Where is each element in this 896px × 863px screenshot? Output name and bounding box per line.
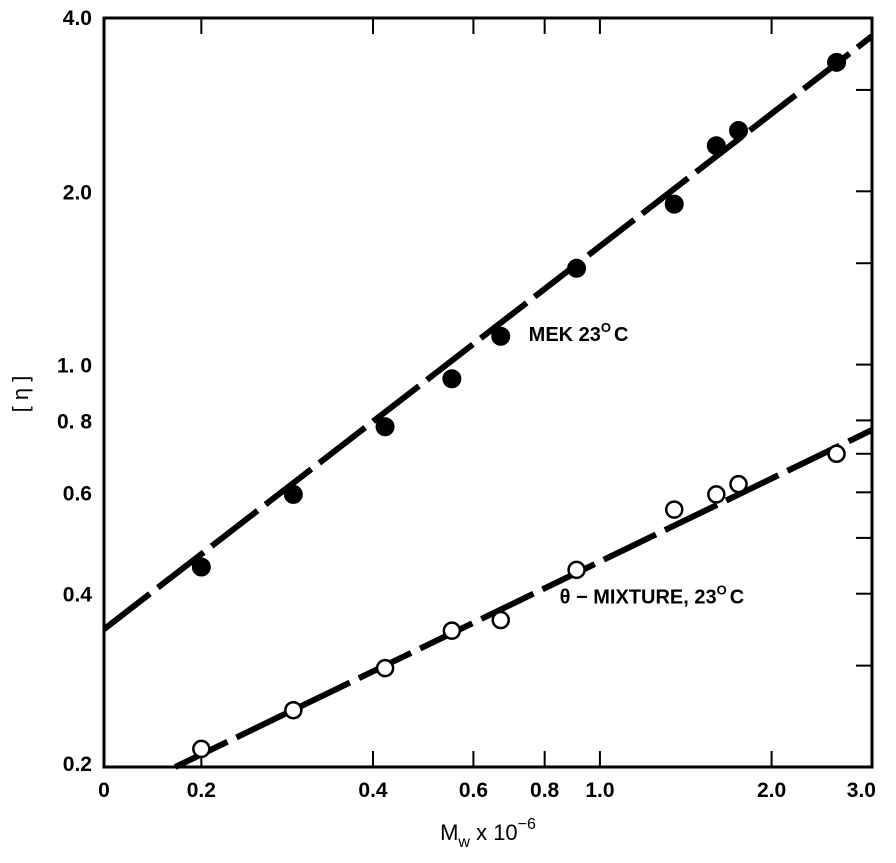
theta-data-point [442, 621, 462, 640]
x-tick-label: 2.0 [757, 779, 786, 802]
theta-data-point [729, 474, 748, 494]
mek-data-point [375, 417, 395, 437]
x-tick-label: 0.8 [530, 779, 560, 802]
y-tick-label: 0.6 [63, 482, 92, 505]
plot-frame [102, 16, 874, 769]
x-axis-title: Mw x 10−6 [440, 816, 536, 851]
x-tick-label: 0 [98, 779, 110, 802]
theta-data-point [375, 658, 395, 678]
x-axis-title-sup: −6 [518, 816, 536, 833]
x-tick-label: 0.6 [459, 779, 488, 802]
y-tick-label: 1. 0 [57, 355, 92, 378]
mek-data-point [442, 369, 462, 389]
data-markers [191, 52, 847, 759]
mek-data-point [664, 194, 684, 214]
axis-ticks [200, 18, 872, 767]
series-annotations: MEK 23O C θ − MIXTURE, 23O C [529, 320, 745, 608]
y-tick-label: 2.0 [63, 181, 92, 204]
x-tick-labels: 0 0.2 0.4 0.6 0.8 1.0 2.0 3.0 [98, 779, 876, 802]
series-label-1: MEK 23O C [529, 320, 629, 346]
fit-line-series-2 [173, 427, 874, 770]
mek-data-point [283, 484, 303, 504]
mek-data-point [729, 121, 749, 141]
x-tick-label: 0.4 [358, 779, 388, 802]
theta-data-point [664, 500, 684, 519]
theta-data-point [491, 610, 510, 630]
y-tick-label: 0.2 [63, 753, 92, 776]
y-tick-labels: 0.2 0.4 0.6 0. 8 1. 0 2.0 4.0 [57, 7, 92, 776]
series-label-2: θ − MIXTURE, 23O C [560, 582, 745, 608]
mek-data-point [706, 136, 726, 156]
mek-data-point [827, 52, 847, 72]
x-axis-title-sub: w [457, 834, 470, 851]
theta-data-point [707, 485, 726, 504]
fit-lines [102, 33, 874, 770]
x-axis-title-main: M [440, 820, 458, 845]
mek-data-point [567, 258, 587, 278]
theta-data-point [567, 560, 586, 580]
y-tick-label: 0.4 [63, 584, 93, 607]
theta-data-point [827, 444, 846, 464]
theta-data-point [192, 739, 211, 759]
fit-line-series-1 [102, 33, 874, 632]
x-tick-label: 0.2 [187, 779, 216, 802]
mek-data-point [191, 557, 211, 577]
y-tick-label: 4.0 [63, 7, 92, 30]
x-tick-label: 3.0 [847, 779, 876, 802]
x-axis-title-rest: x 10 [470, 820, 518, 845]
mek-data-point [491, 326, 511, 346]
y-tick-label: 0. 8 [57, 410, 92, 433]
y-axis-title: [ η ] [8, 376, 33, 413]
theta-data-point [284, 700, 303, 720]
x-tick-label: 1.0 [585, 779, 614, 802]
